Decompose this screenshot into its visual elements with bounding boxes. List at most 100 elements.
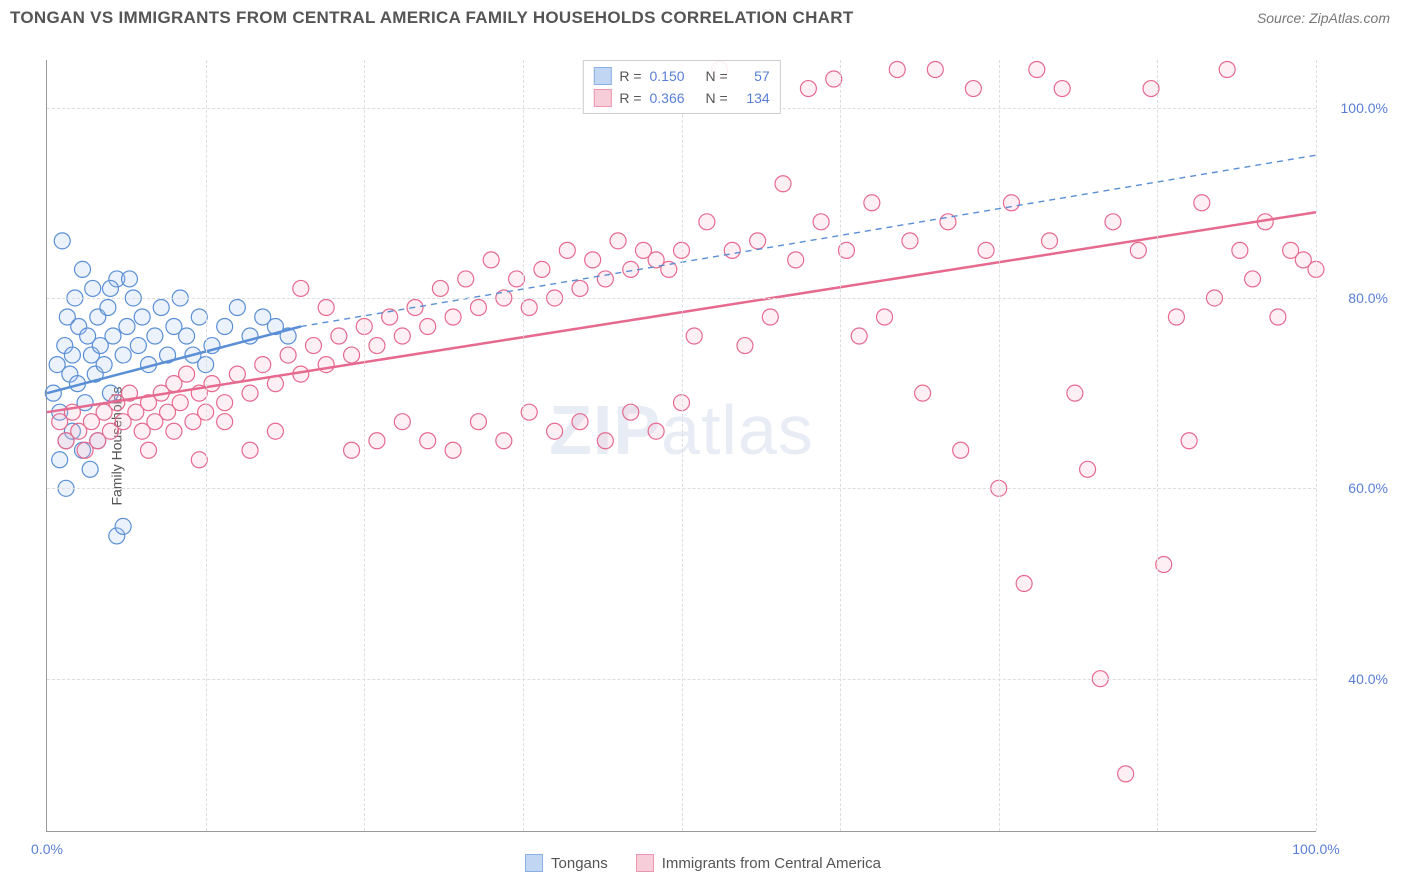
data-point	[344, 442, 360, 458]
data-point	[585, 252, 601, 268]
data-point	[100, 299, 116, 315]
chart-title: TONGAN VS IMMIGRANTS FROM CENTRAL AMERIC…	[10, 8, 854, 28]
data-point	[686, 328, 702, 344]
data-point	[217, 319, 233, 335]
correlation-stats-legend: R =0.150N =57R =0.366N =134	[582, 60, 780, 114]
data-point	[153, 299, 169, 315]
x-tick-label: 0.0%	[31, 841, 63, 857]
data-point	[699, 214, 715, 230]
data-point	[1003, 195, 1019, 211]
data-point	[572, 280, 588, 296]
data-point	[445, 442, 461, 458]
stat-r-label: R =	[619, 90, 641, 106]
gridline-vertical	[682, 60, 683, 831]
data-point	[217, 414, 233, 430]
data-point	[369, 433, 385, 449]
x-tick-label: 100.0%	[1292, 841, 1339, 857]
data-point	[432, 280, 448, 296]
data-point	[82, 461, 98, 477]
data-point	[1130, 242, 1146, 258]
data-point	[134, 309, 150, 325]
data-point	[420, 433, 436, 449]
legend-swatch	[636, 854, 654, 872]
stats-row: R =0.366N =134	[593, 87, 769, 109]
gridline-vertical	[523, 60, 524, 831]
data-point	[318, 299, 334, 315]
data-point	[737, 338, 753, 354]
data-point	[1245, 271, 1261, 287]
data-point	[496, 433, 512, 449]
data-point	[889, 62, 905, 78]
data-point	[1168, 309, 1184, 325]
data-point	[775, 176, 791, 192]
data-point	[1270, 309, 1286, 325]
data-point	[96, 357, 112, 373]
data-point	[105, 328, 121, 344]
legend-item: Tongans	[525, 854, 608, 872]
data-point	[1016, 576, 1032, 592]
data-point	[85, 280, 101, 296]
data-point	[610, 233, 626, 249]
data-point	[115, 518, 131, 534]
stat-r-value: 0.150	[650, 68, 698, 84]
data-point	[229, 299, 245, 315]
data-point	[965, 81, 981, 97]
data-point	[927, 62, 943, 78]
legend-swatch	[525, 854, 543, 872]
data-point	[179, 328, 195, 344]
stat-r-value: 0.366	[650, 90, 698, 106]
data-point	[1080, 461, 1096, 477]
data-point	[115, 347, 131, 363]
data-point	[1194, 195, 1210, 211]
gridline-vertical	[1316, 60, 1317, 831]
data-point	[864, 195, 880, 211]
data-point	[851, 328, 867, 344]
series-legend: Tongans Immigrants from Central America	[525, 854, 881, 872]
data-point	[648, 423, 664, 439]
data-point	[1181, 433, 1197, 449]
data-point	[597, 271, 613, 287]
data-point	[623, 261, 639, 277]
source-prefix: Source:	[1257, 10, 1309, 26]
gridline-vertical	[999, 60, 1000, 831]
data-point	[179, 366, 195, 382]
source-name: ZipAtlas.com	[1309, 10, 1390, 26]
data-point	[229, 366, 245, 382]
legend-item: Immigrants from Central America	[636, 854, 881, 872]
data-point	[64, 347, 80, 363]
data-point	[572, 414, 588, 430]
data-point	[762, 309, 778, 325]
y-tick-label: 100.0%	[1341, 100, 1388, 116]
data-point	[1042, 233, 1058, 249]
legend-swatch	[593, 67, 611, 85]
legend-label: Immigrants from Central America	[662, 855, 881, 872]
data-point	[1029, 62, 1045, 78]
data-point	[420, 319, 436, 335]
data-point	[800, 81, 816, 97]
data-point	[547, 423, 563, 439]
data-point	[877, 309, 893, 325]
stat-r-label: R =	[619, 68, 641, 84]
data-point	[813, 214, 829, 230]
data-point	[1067, 385, 1083, 401]
data-point	[331, 328, 347, 344]
stat-n-label: N =	[706, 68, 728, 84]
data-point	[280, 347, 296, 363]
data-point	[141, 442, 157, 458]
legend-swatch	[593, 89, 611, 107]
data-point	[788, 252, 804, 268]
data-point	[1219, 62, 1235, 78]
data-point	[369, 338, 385, 354]
data-point	[470, 414, 486, 430]
data-point	[130, 338, 146, 354]
data-point	[750, 233, 766, 249]
data-point	[597, 433, 613, 449]
stat-n-label: N =	[706, 90, 728, 106]
stats-row: R =0.150N =57	[593, 65, 769, 87]
data-point	[121, 271, 137, 287]
data-point	[344, 347, 360, 363]
data-point	[242, 442, 258, 458]
data-point	[953, 442, 969, 458]
data-point	[255, 357, 271, 373]
data-point	[1232, 242, 1248, 258]
